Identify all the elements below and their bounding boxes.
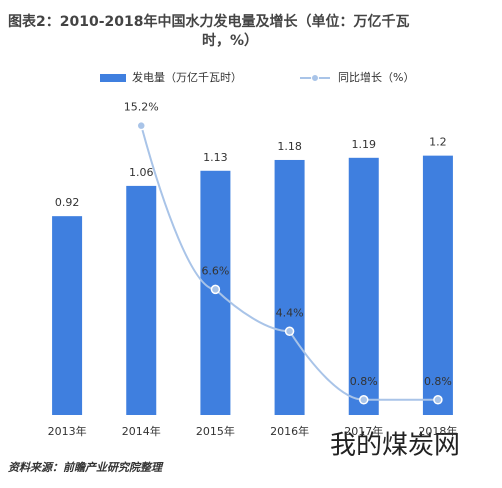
x-tick-label: 2014年 [122, 424, 161, 438]
x-tick-label: 2017年 [344, 424, 383, 438]
bar [348, 157, 379, 415]
data-label: 0.8% [350, 375, 378, 388]
data-label: 0.92 [55, 196, 80, 209]
data-label: 1.06 [129, 166, 154, 179]
point [433, 395, 443, 405]
point [284, 326, 295, 336]
data-label: 1.2 [429, 136, 447, 149]
bar [126, 185, 157, 415]
chart-title: 时，%） [202, 32, 258, 49]
bar [274, 159, 305, 415]
legend-swatch [311, 74, 319, 82]
legend-label: 同比增长（%） [338, 70, 414, 84]
data-label: 1.18 [277, 140, 302, 153]
point [359, 395, 369, 405]
data-label: 0.8% [424, 375, 452, 388]
x-tick-label: 2013年 [48, 424, 87, 438]
watermark: 我的煤炭网 [330, 431, 460, 461]
source: 资料来源：前瞻产业研究院整理 [8, 461, 164, 474]
data-label: 6.6% [201, 264, 229, 277]
line [140, 125, 438, 401]
data-label: 15.2% [124, 101, 159, 114]
data-label: 1.13 [203, 151, 228, 164]
data-label: 1.19 [352, 138, 377, 151]
legend-label: 发电量（万亿千瓦时） [132, 70, 242, 84]
x-tick-label: 2018年 [418, 424, 457, 438]
x-tick-label: 2015年 [196, 424, 235, 438]
point [210, 284, 221, 295]
x-tick-label: 2016年 [270, 424, 309, 438]
chart-title: 图表2：2010-2018年中国水力发电量及增长（单位：万亿千瓦 [8, 13, 409, 30]
bar [422, 155, 453, 416]
point [136, 120, 146, 131]
legend-swatch [100, 74, 126, 82]
bar [52, 216, 83, 415]
data-label: 4.4% [276, 306, 304, 319]
